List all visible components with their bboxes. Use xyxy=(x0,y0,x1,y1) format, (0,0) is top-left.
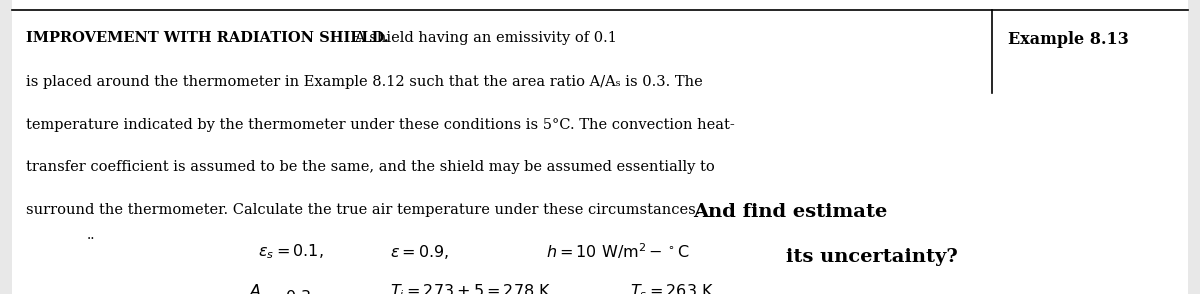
Text: is placed around the thermometer in Example 8.12 such that the area ratio A/Aₛ i: is placed around the thermometer in Exam… xyxy=(26,75,703,89)
Text: $T_i = 273 + 5 = 278\ \mathrm{K},$: $T_i = 273 + 5 = 278\ \mathrm{K},$ xyxy=(390,282,554,294)
Text: surround the thermometer. Calculate the true air temperature under these circums: surround the thermometer. Calculate the … xyxy=(26,203,701,217)
Text: $\epsilon = 0.9,$: $\epsilon = 0.9,$ xyxy=(390,243,449,260)
Text: $h = 10\ \mathrm{W/m^2} - {^\circ}\mathrm{C}$: $h = 10\ \mathrm{W/m^2} - {^\circ}\mathr… xyxy=(546,243,690,262)
Text: transfer coefficient is assumed to be the same, and the shield may be assumed es: transfer coefficient is assumed to be th… xyxy=(26,160,715,174)
Text: its uncertainty?: its uncertainty? xyxy=(786,248,958,266)
Text: Example 8.13: Example 8.13 xyxy=(1008,31,1129,48)
Text: temperature indicated by the thermometer under these conditions is 5°C. The conv: temperature indicated by the thermometer… xyxy=(26,118,736,132)
Text: A shield having an emissivity of 0.1: A shield having an emissivity of 0.1 xyxy=(354,31,617,45)
Text: $T_s = 263\ \mathrm{K}$: $T_s = 263\ \mathrm{K}$ xyxy=(630,282,714,294)
Text: $\epsilon_s = 0.1,$: $\epsilon_s = 0.1,$ xyxy=(258,243,324,261)
Text: ..: .. xyxy=(86,228,95,242)
FancyBboxPatch shape xyxy=(12,0,1188,294)
Text: $\dfrac{A}{A_s} = 0.3,$: $\dfrac{A}{A_s} = 0.3,$ xyxy=(246,282,317,294)
Text: And find estimate: And find estimate xyxy=(694,203,888,221)
Text: IMPROVEMENT WITH RADIATION SHIELD.: IMPROVEMENT WITH RADIATION SHIELD. xyxy=(26,31,389,45)
